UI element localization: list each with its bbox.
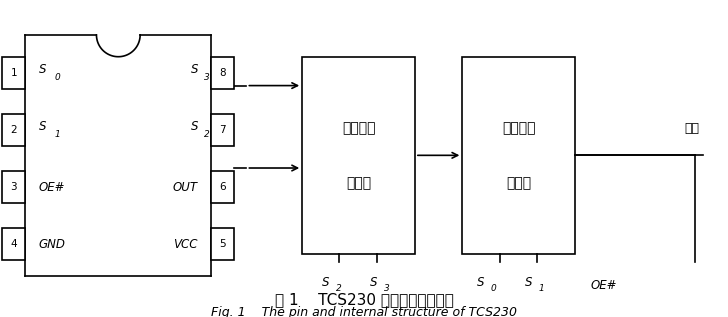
Bar: [2, 171, 25, 203]
Text: 转换器: 转换器: [506, 176, 531, 190]
Text: 输出: 输出: [684, 122, 699, 135]
Bar: [2, 57, 25, 89]
Text: S: S: [477, 275, 484, 289]
Text: 2: 2: [10, 125, 17, 135]
Text: 2: 2: [336, 284, 341, 293]
Text: OE#: OE#: [39, 180, 65, 194]
Text: 0: 0: [491, 284, 496, 293]
Text: S: S: [525, 275, 532, 289]
Bar: [2, 114, 25, 146]
Text: 图 1    TCS230 引脚及内部结构图: 图 1 TCS230 引脚及内部结构图: [274, 292, 454, 307]
Text: 光电二极: 光电二极: [341, 121, 376, 135]
Text: OE#: OE#: [591, 279, 617, 292]
Bar: [211, 171, 234, 203]
Text: S: S: [370, 275, 377, 289]
Text: S: S: [191, 120, 198, 133]
Text: 6: 6: [219, 182, 226, 192]
Text: 4: 4: [10, 239, 17, 249]
Text: 3: 3: [204, 73, 210, 82]
Text: 3: 3: [10, 182, 17, 192]
Text: S: S: [322, 275, 329, 289]
Text: Fig. 1    The pin and internal structure of TCS230: Fig. 1 The pin and internal structure of…: [211, 306, 517, 317]
Bar: [211, 114, 234, 146]
Text: 5: 5: [219, 239, 226, 249]
Text: 3: 3: [384, 284, 389, 293]
Bar: [211, 228, 234, 260]
Bar: [302, 57, 415, 254]
Text: 电流频率: 电流频率: [502, 121, 536, 135]
Text: OUT: OUT: [173, 180, 198, 194]
Text: S: S: [39, 120, 46, 133]
Text: GND: GND: [39, 237, 66, 251]
Text: 8: 8: [219, 68, 226, 78]
Text: 2: 2: [204, 130, 210, 139]
Text: 1: 1: [55, 130, 60, 139]
Text: S: S: [39, 63, 46, 76]
Text: 管阵列: 管阵列: [346, 176, 371, 190]
Text: 0: 0: [55, 73, 60, 82]
Text: VCC: VCC: [173, 237, 198, 251]
Bar: [2, 228, 25, 260]
Bar: [462, 57, 575, 254]
Text: 1: 1: [539, 284, 545, 293]
Text: S: S: [191, 63, 198, 76]
Text: 7: 7: [219, 125, 226, 135]
Text: 1: 1: [10, 68, 17, 78]
Bar: [211, 57, 234, 89]
